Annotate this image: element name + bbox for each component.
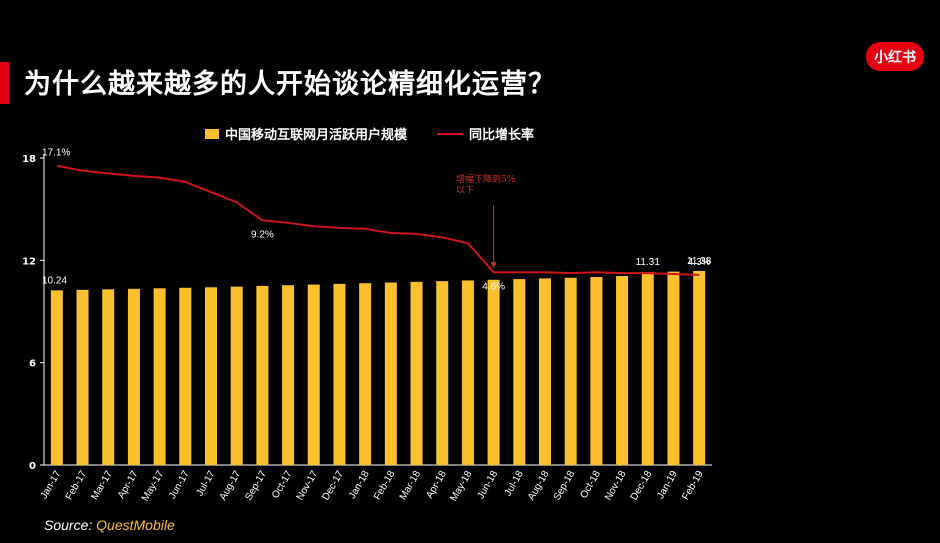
legend-line-swatch xyxy=(437,132,464,135)
bar xyxy=(153,288,166,465)
bar xyxy=(461,280,474,465)
xiaohongshu-logo: 小红书 xyxy=(866,42,924,71)
bar xyxy=(616,276,629,465)
bar xyxy=(590,277,603,465)
bar xyxy=(641,272,654,465)
source-value: QuestMobile xyxy=(96,517,175,533)
x-tick-label: Apr-17 xyxy=(116,469,141,501)
x-tick-label: Aug-17 xyxy=(218,469,244,503)
bar-data-label: 10.24 xyxy=(42,275,67,286)
bar xyxy=(307,284,320,465)
x-tick-label: Feb-19 xyxy=(680,469,706,502)
x-tick-label: Jul-17 xyxy=(194,469,217,498)
line-data-label: 4.6% xyxy=(482,281,505,292)
line-data-label: 17.1% xyxy=(42,148,70,159)
title-accent-bar xyxy=(0,62,9,104)
bar xyxy=(50,290,63,465)
bar xyxy=(513,279,526,465)
legend-bar-label: 中国移动互联网月活跃用户规模 xyxy=(225,128,408,143)
x-tick-label: Nov-18 xyxy=(603,469,629,503)
x-tick-label: Jun-18 xyxy=(475,469,500,501)
x-tick-label: May-18 xyxy=(448,469,474,504)
bar xyxy=(127,288,140,465)
x-tick-label: Jan-19 xyxy=(655,469,680,501)
x-tick-label: Feb-18 xyxy=(372,469,398,502)
x-tick-label: May-17 xyxy=(140,469,166,504)
bar xyxy=(179,287,192,465)
bar xyxy=(102,289,115,465)
y-tick-label: 18 xyxy=(22,154,36,165)
legend-item-line: 同比增长率 xyxy=(437,124,534,143)
x-tick-label: Oct-18 xyxy=(578,469,603,501)
x-tick-label: Jun-17 xyxy=(167,469,192,501)
x-tick-label: Jan-18 xyxy=(347,469,372,501)
x-tick-label: Apr-18 xyxy=(424,469,449,501)
x-tick-label: Sep-18 xyxy=(552,469,578,503)
annotation-text: 以下 xyxy=(456,186,474,196)
bar xyxy=(487,279,500,465)
source-label: Source: xyxy=(44,517,93,533)
x-tick-label: Dec-18 xyxy=(629,469,655,503)
bar xyxy=(667,271,680,465)
legend-bar-swatch xyxy=(205,128,219,139)
bar xyxy=(539,278,551,465)
x-tick-label: Dec-17 xyxy=(320,469,346,503)
line-data-label: 9.2% xyxy=(251,229,274,240)
page-title: 为什么越来越多的人开始谈论精细化运营？ xyxy=(24,69,556,100)
x-tick-label: Jul-18 xyxy=(503,469,526,498)
growth-rate-line xyxy=(56,164,700,276)
bar xyxy=(384,282,397,465)
bar xyxy=(230,286,243,465)
legend-line-label: 同比增长率 xyxy=(469,128,535,143)
bar xyxy=(256,285,269,465)
bar xyxy=(359,283,372,465)
x-tick-label: Aug-18 xyxy=(526,469,552,503)
bar xyxy=(693,270,706,465)
annotation-arrow-head xyxy=(490,262,497,269)
x-tick-label: Nov-17 xyxy=(295,469,321,503)
bar xyxy=(410,281,423,465)
annotation-text: 增幅下降到5% xyxy=(456,173,516,185)
bar xyxy=(76,289,89,465)
x-tick-label: Jan-17 xyxy=(39,469,64,501)
y-tick-label: 6 xyxy=(29,359,36,370)
line-data-label: 4.3% xyxy=(688,257,711,268)
legend-item-bar: 中国移动互联网月活跃用户规模 xyxy=(205,124,407,143)
x-tick-label: Mar-17 xyxy=(89,469,115,502)
x-tick-label: Mar-18 xyxy=(398,469,424,502)
source-note: Source: QuestMobile xyxy=(44,517,175,533)
x-tick-label: Oct-17 xyxy=(270,469,295,501)
x-tick-label: Sep-17 xyxy=(243,469,269,503)
bar xyxy=(436,281,449,465)
bar-data-label: 11.38 xyxy=(687,256,712,267)
y-tick-label: 0 xyxy=(29,461,36,472)
bar xyxy=(333,283,346,465)
bar xyxy=(564,277,577,465)
bar xyxy=(205,287,217,465)
bar xyxy=(282,285,295,465)
x-tick-label: Feb-17 xyxy=(64,469,90,502)
bar-data-label: 11.31 xyxy=(636,257,661,268)
chart-legend: 中国移动互联网月活跃用户规模 同比增长率 xyxy=(205,124,534,143)
y-tick-label: 12 xyxy=(22,256,36,267)
